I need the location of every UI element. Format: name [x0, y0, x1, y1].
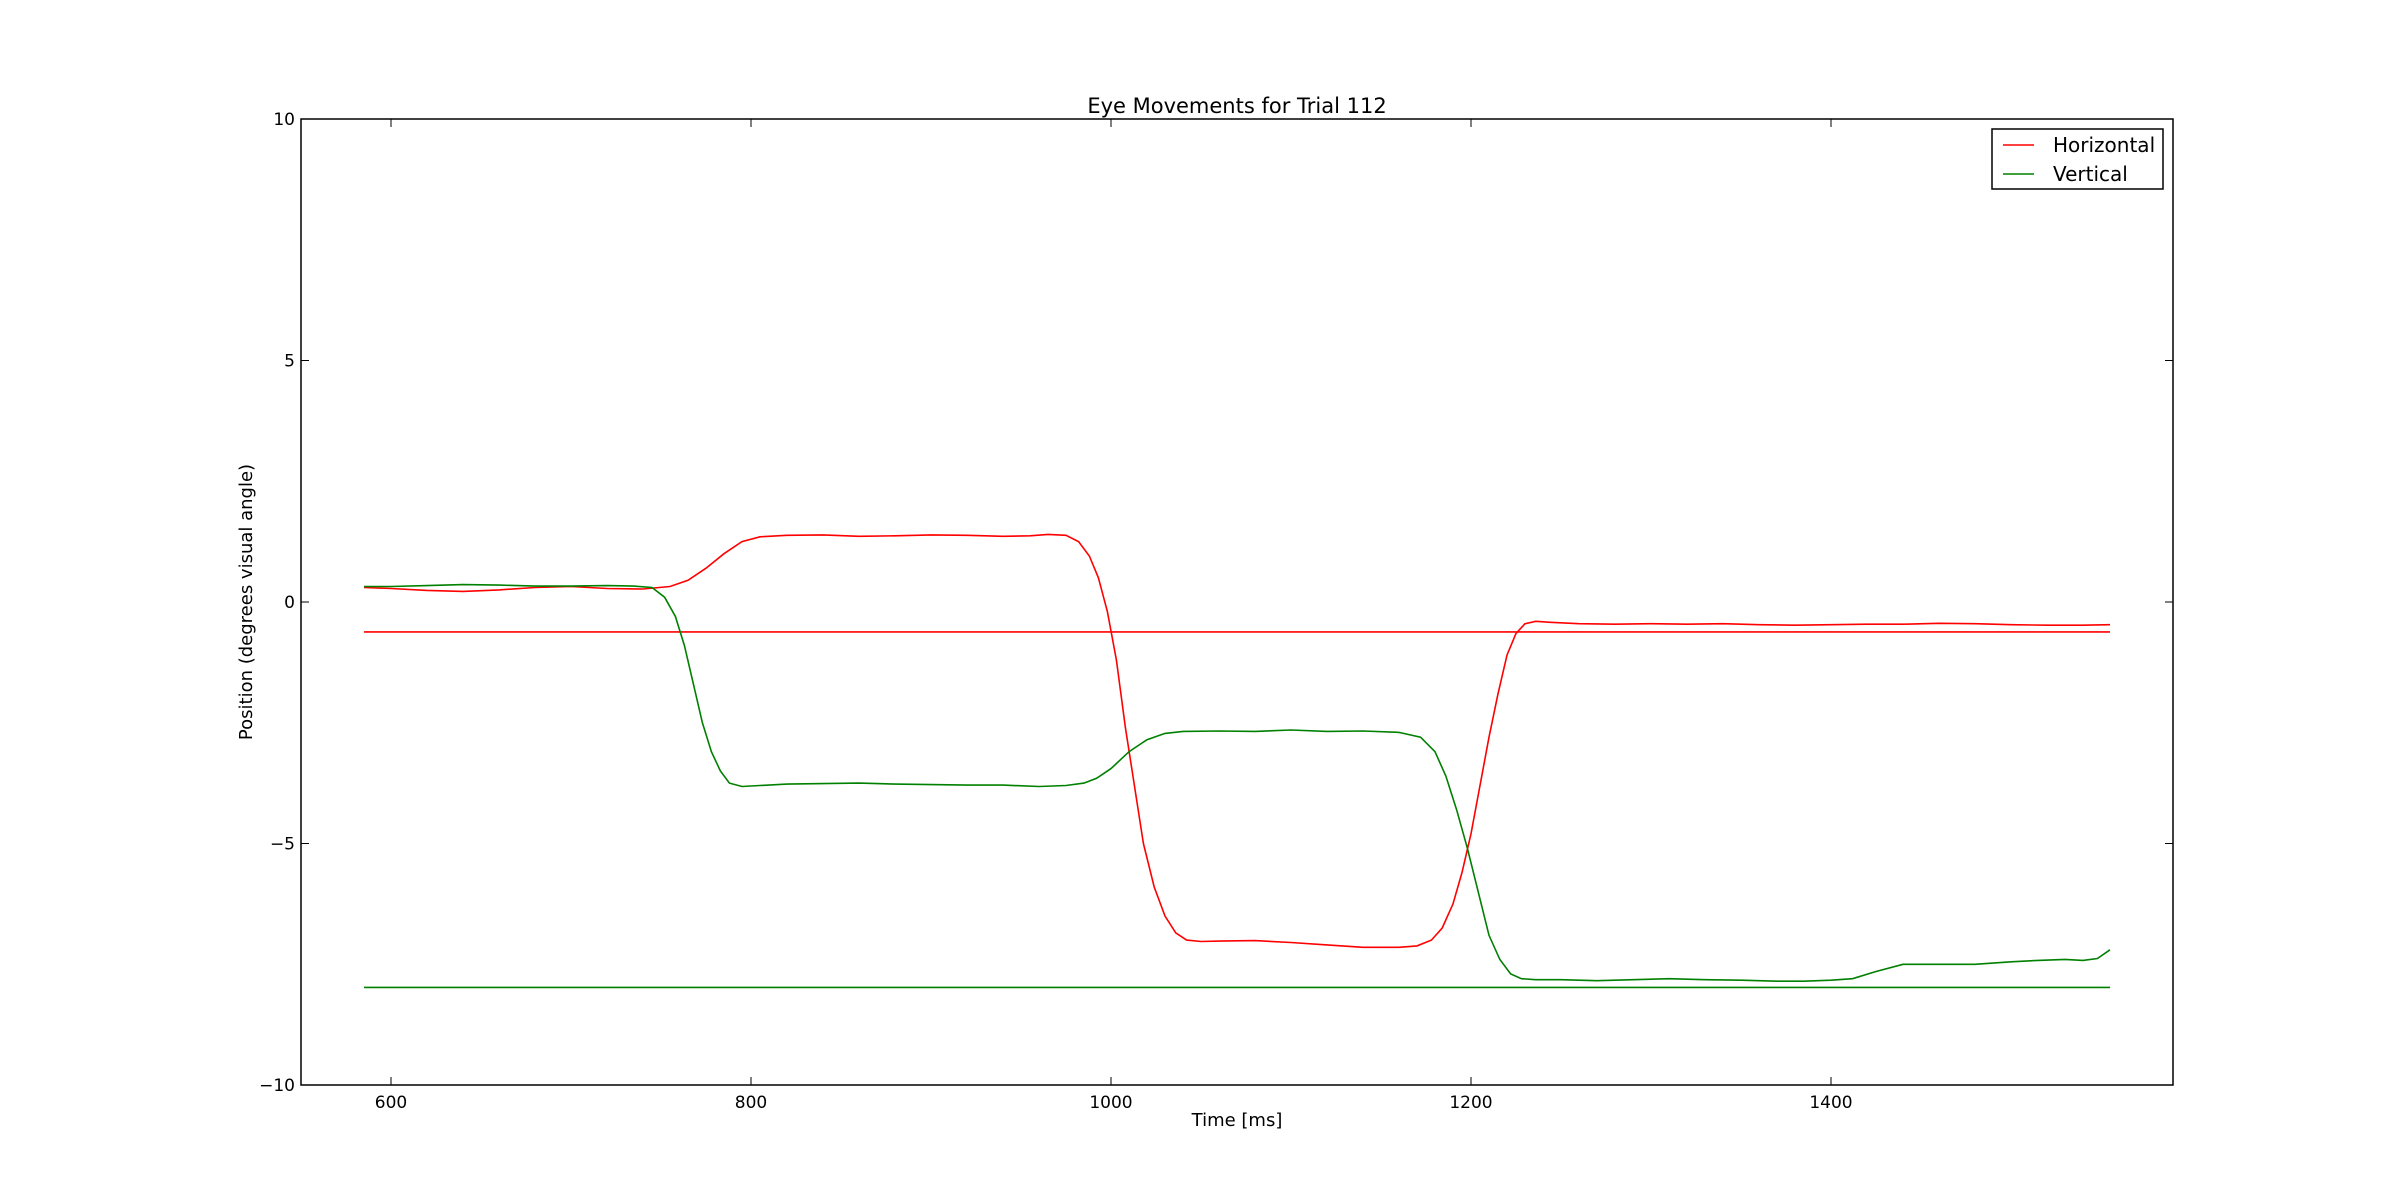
x-tick-label: 600	[375, 1093, 407, 1113]
series-line-horizontal-0	[363, 533, 2111, 949]
x-tick-label: 1200	[1449, 1093, 1492, 1113]
legend-label-horizontal: Horizontal	[2053, 133, 2155, 157]
y-tick-label: −10	[259, 1076, 295, 1096]
series-line-vertical-2	[364, 583, 2111, 983]
y-axis-ticks: −10 −5 0 5 10	[259, 110, 2173, 1096]
x-axis-label: Time [ms]	[1191, 1110, 1283, 1131]
legend-label-vertical: Vertical	[2053, 162, 2128, 186]
x-tick-label: 800	[735, 1093, 767, 1113]
y-tick-label: 10	[273, 110, 295, 130]
chart-title: Eye Movements for Trial 112	[1087, 94, 1386, 118]
legend-box	[1991, 128, 2164, 190]
series-layer	[363, 533, 2111, 989]
y-tick-label: −5	[270, 835, 295, 855]
x-tick-label: 1000	[1089, 1093, 1132, 1113]
x-tick-label: 1400	[1809, 1093, 1852, 1113]
legend: Horizontal Vertical	[1991, 128, 2164, 190]
x-axis-ticks: 600 800 1000 1200 1400	[375, 119, 1853, 1113]
y-axis-label: Position (degrees visual angle)	[236, 464, 257, 740]
y-tick-label: 0	[284, 593, 295, 613]
y-tick-label: 5	[284, 352, 295, 372]
